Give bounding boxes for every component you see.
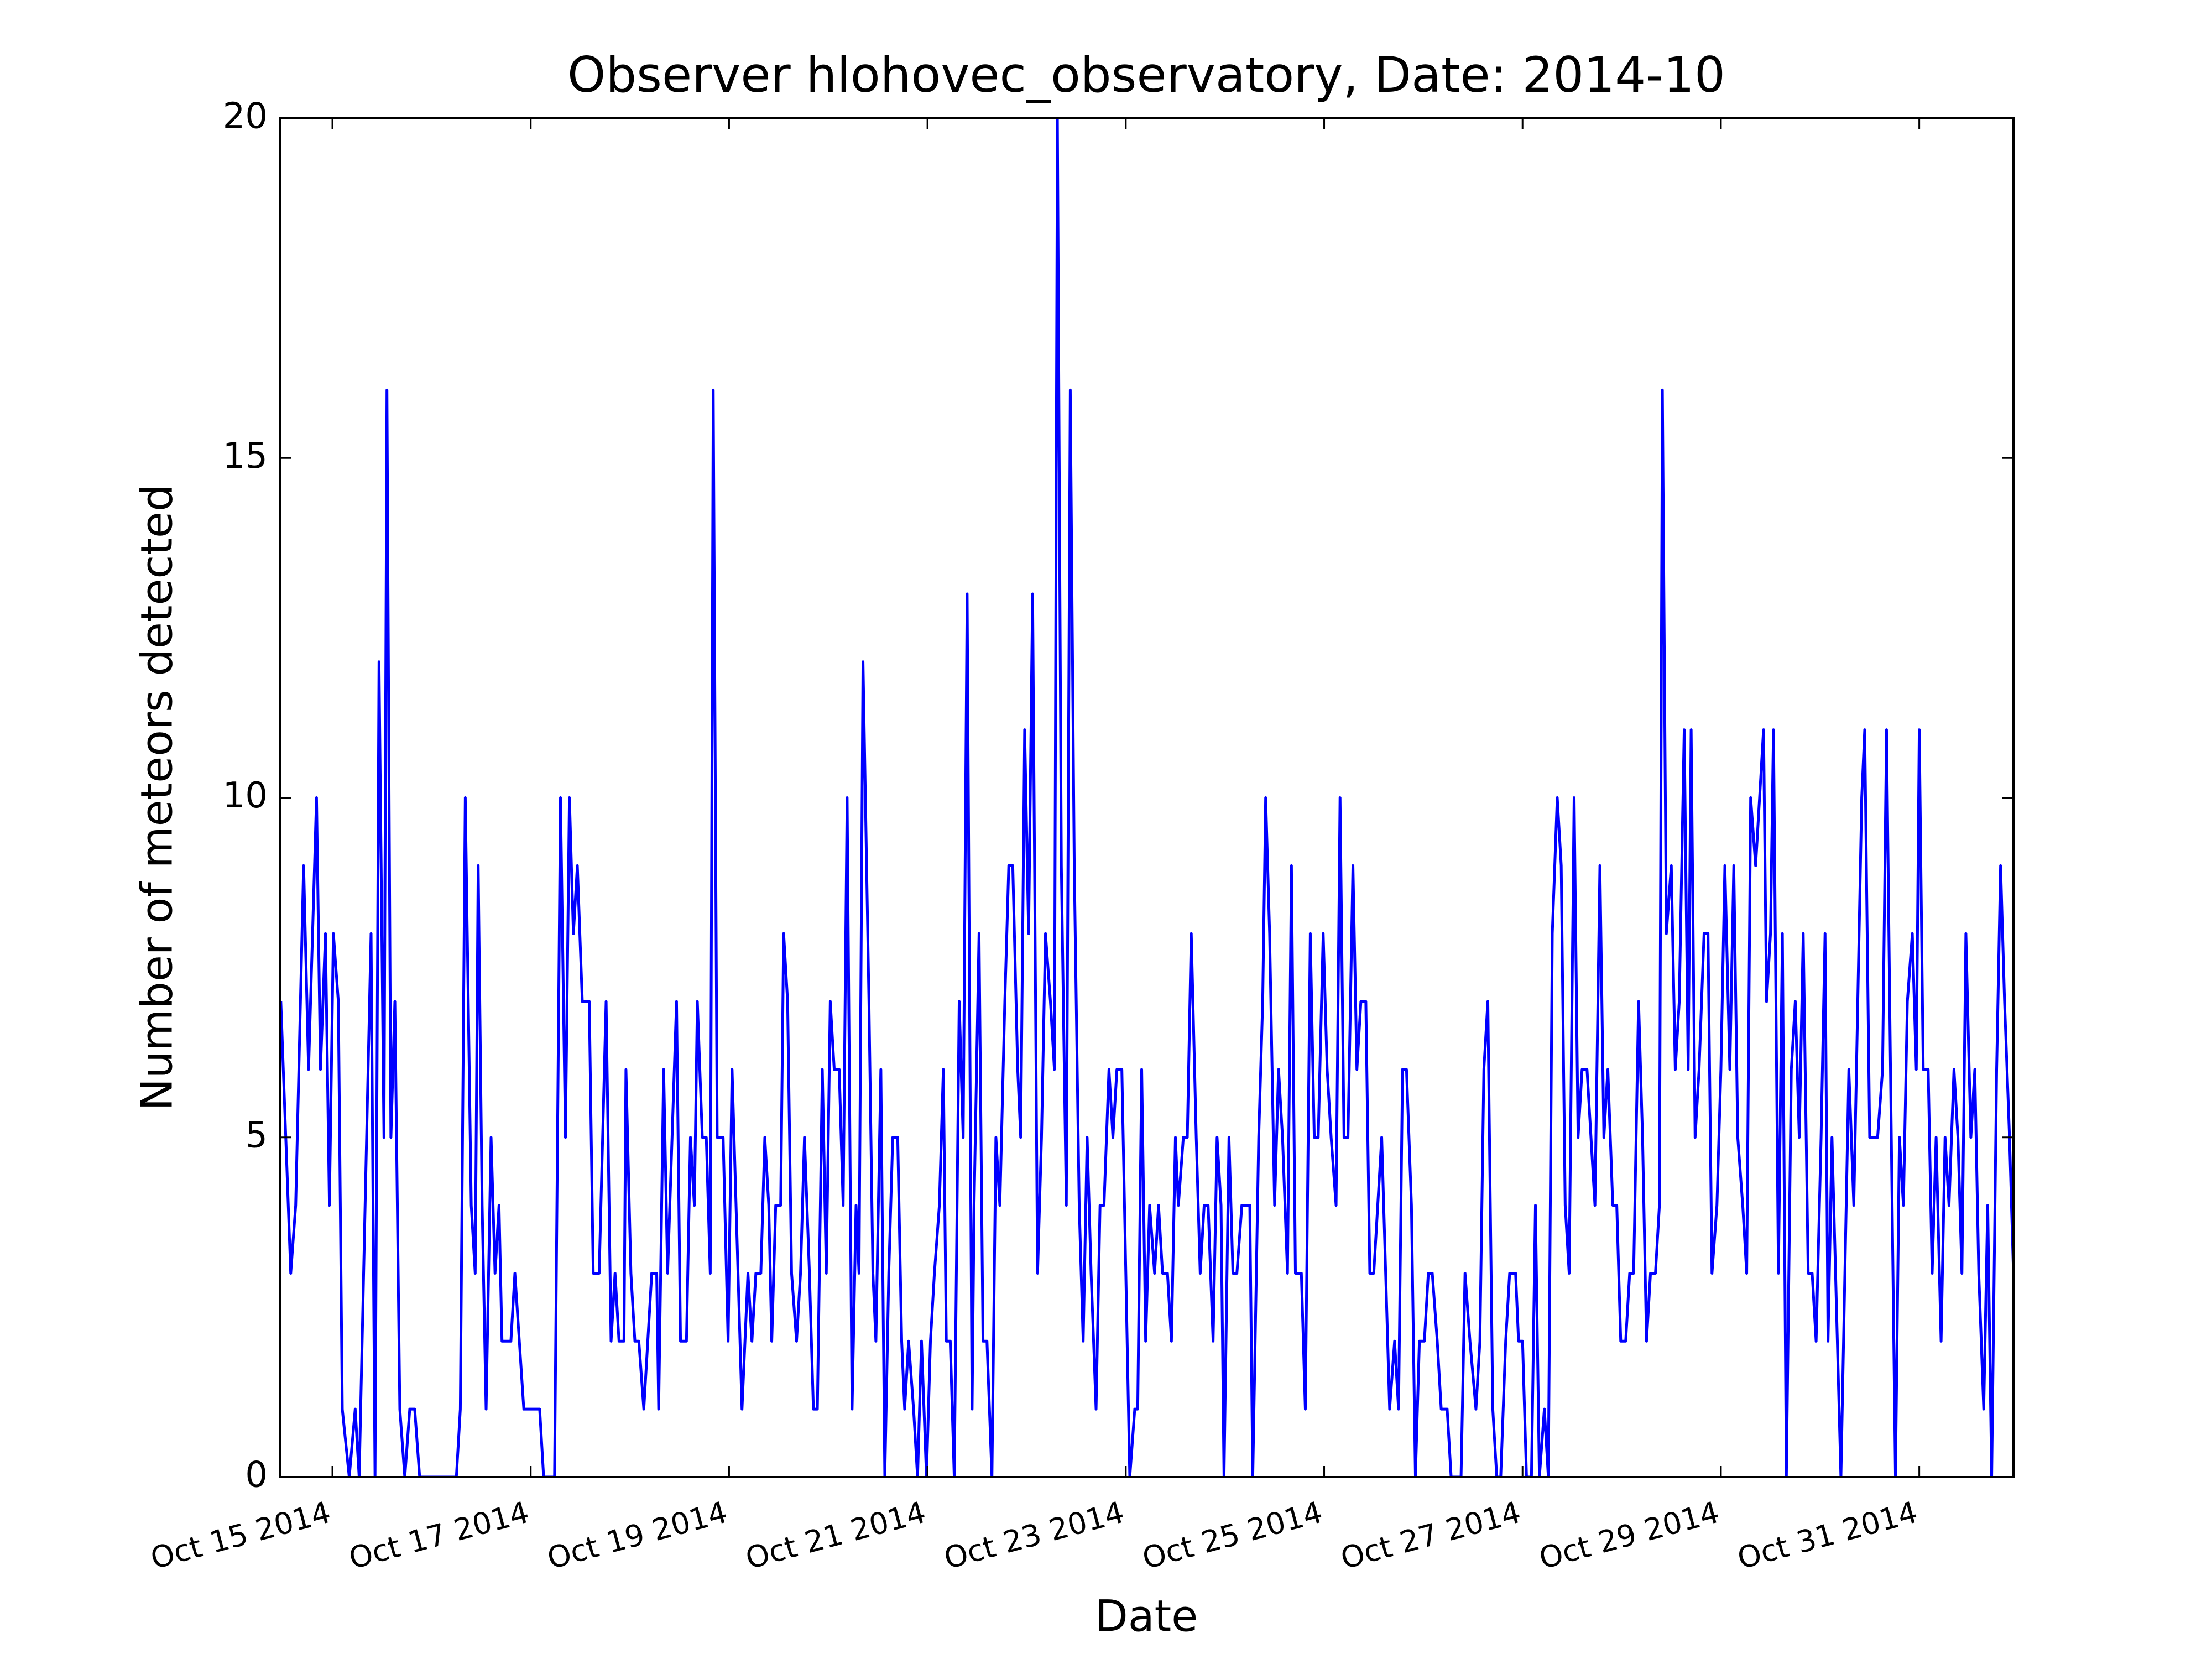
x-tick-label: Oct 21 2014 bbox=[742, 1495, 930, 1576]
y-tick-label: 15 bbox=[223, 436, 268, 477]
x-axis-label: Date bbox=[1095, 1592, 1198, 1641]
y-axis-label: Number of meteors detected bbox=[132, 484, 182, 1111]
x-tick-label: Oct 15 2014 bbox=[147, 1495, 335, 1576]
y-tick-label: 10 bbox=[223, 775, 268, 816]
x-tick-label: Oct 27 2014 bbox=[1337, 1495, 1525, 1576]
x-tick-label: Oct 19 2014 bbox=[544, 1495, 731, 1576]
y-tick-label: 20 bbox=[223, 96, 268, 137]
y-tick-label: 5 bbox=[245, 1115, 268, 1156]
chart-title: Observer hlohovec_observatory, Date: 201… bbox=[567, 46, 1725, 103]
x-tick-label: Oct 17 2014 bbox=[345, 1495, 533, 1576]
x-tick-label: Oct 31 2014 bbox=[1734, 1495, 1921, 1576]
x-tick-label: Oct 29 2014 bbox=[1536, 1495, 1723, 1576]
data-line bbox=[280, 118, 2013, 1477]
x-tick-label: Oct 25 2014 bbox=[1139, 1495, 1326, 1576]
x-tick-label: Oct 23 2014 bbox=[940, 1495, 1128, 1576]
y-tick-label: 0 bbox=[245, 1455, 268, 1496]
